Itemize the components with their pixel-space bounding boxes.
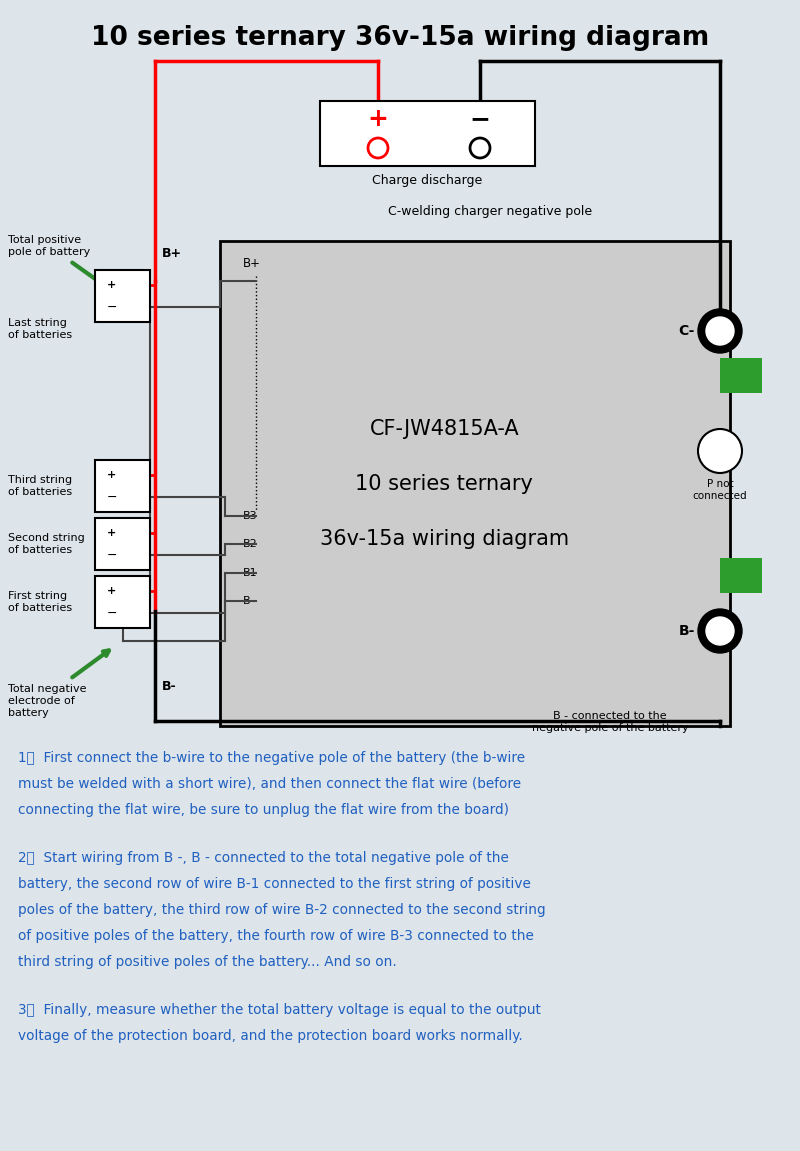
Bar — [95, 460, 150, 512]
Text: Charge discharge: Charge discharge — [372, 174, 482, 186]
Text: must be welded with a short wire), and then connect the flat wire (before: must be welded with a short wire), and t… — [18, 777, 521, 791]
Bar — [720, 558, 762, 593]
Circle shape — [698, 308, 742, 353]
Text: +: + — [367, 107, 389, 131]
Text: 36v-15a wiring diagram: 36v-15a wiring diagram — [320, 528, 569, 549]
Text: B+: B+ — [162, 246, 182, 259]
Text: 2、  Start wiring from B -, B - connected to the total negative pole of the: 2、 Start wiring from B -, B - connected … — [18, 851, 509, 866]
Text: B1: B1 — [243, 567, 258, 578]
Text: B-: B- — [162, 679, 177, 693]
Text: 10 series ternary: 10 series ternary — [355, 473, 534, 494]
Bar — [95, 518, 150, 570]
Text: CF-JW4815A-A: CF-JW4815A-A — [370, 419, 519, 439]
Text: B3: B3 — [243, 511, 258, 521]
Text: +: + — [107, 470, 116, 480]
Text: Last string
of batteries: Last string of batteries — [8, 318, 72, 340]
Text: poles of the battery, the third row of wire B-2 connected to the second string: poles of the battery, the third row of w… — [18, 904, 546, 917]
Text: Second string
of batteries: Second string of batteries — [8, 533, 85, 555]
Text: C-welding charger negative pole: C-welding charger negative pole — [388, 205, 592, 218]
Text: B - connected to the
negative pole of the battery: B - connected to the negative pole of th… — [532, 711, 688, 732]
Text: 1、  First connect the b-wire to the negative pole of the battery (the b-wire: 1、 First connect the b-wire to the negat… — [18, 750, 525, 765]
Text: battery, the second row of wire B-1 connected to the first string of positive: battery, the second row of wire B-1 conn… — [18, 877, 531, 891]
Text: −: − — [106, 491, 117, 504]
Text: B2: B2 — [243, 539, 258, 549]
Text: −: − — [470, 107, 490, 131]
Text: −: − — [106, 549, 117, 562]
Circle shape — [698, 429, 742, 473]
Circle shape — [706, 317, 734, 345]
Circle shape — [698, 609, 742, 653]
Text: B+: B+ — [243, 257, 261, 269]
Text: C-: C- — [678, 323, 695, 338]
Text: Third string
of batteries: Third string of batteries — [8, 475, 72, 497]
Bar — [95, 270, 150, 322]
Bar — [220, 241, 730, 726]
Text: +: + — [107, 280, 116, 290]
Text: 10 series ternary 36v-15a wiring diagram: 10 series ternary 36v-15a wiring diagram — [91, 25, 709, 51]
Text: connecting the flat wire, be sure to unplug the flat wire from the board): connecting the flat wire, be sure to unp… — [18, 803, 509, 817]
Text: −: − — [106, 607, 117, 620]
Bar — [95, 576, 150, 628]
Text: −: − — [106, 300, 117, 314]
Bar — [720, 358, 762, 392]
Text: P not
connected: P not connected — [693, 479, 747, 501]
Text: 3、  Finally, measure whether the total battery voltage is equal to the output: 3、 Finally, measure whether the total ba… — [18, 1003, 541, 1017]
Circle shape — [470, 138, 490, 158]
Text: Total negative
electrode of
battery: Total negative electrode of battery — [8, 685, 86, 717]
Circle shape — [368, 138, 388, 158]
Text: voltage of the protection board, and the protection board works normally.: voltage of the protection board, and the… — [18, 1029, 522, 1043]
Text: of positive poles of the battery, the fourth row of wire B-3 connected to the: of positive poles of the battery, the fo… — [18, 929, 534, 943]
Bar — [320, 101, 535, 166]
Text: +: + — [107, 527, 116, 538]
Circle shape — [706, 617, 734, 645]
Text: B-: B- — [243, 596, 254, 605]
Text: First string
of batteries: First string of batteries — [8, 592, 72, 612]
Text: +: + — [107, 586, 116, 595]
Text: third string of positive poles of the battery... And so on.: third string of positive poles of the ba… — [18, 955, 397, 969]
Text: B-: B- — [678, 624, 695, 638]
Text: Total positive
pole of battery: Total positive pole of battery — [8, 235, 90, 257]
